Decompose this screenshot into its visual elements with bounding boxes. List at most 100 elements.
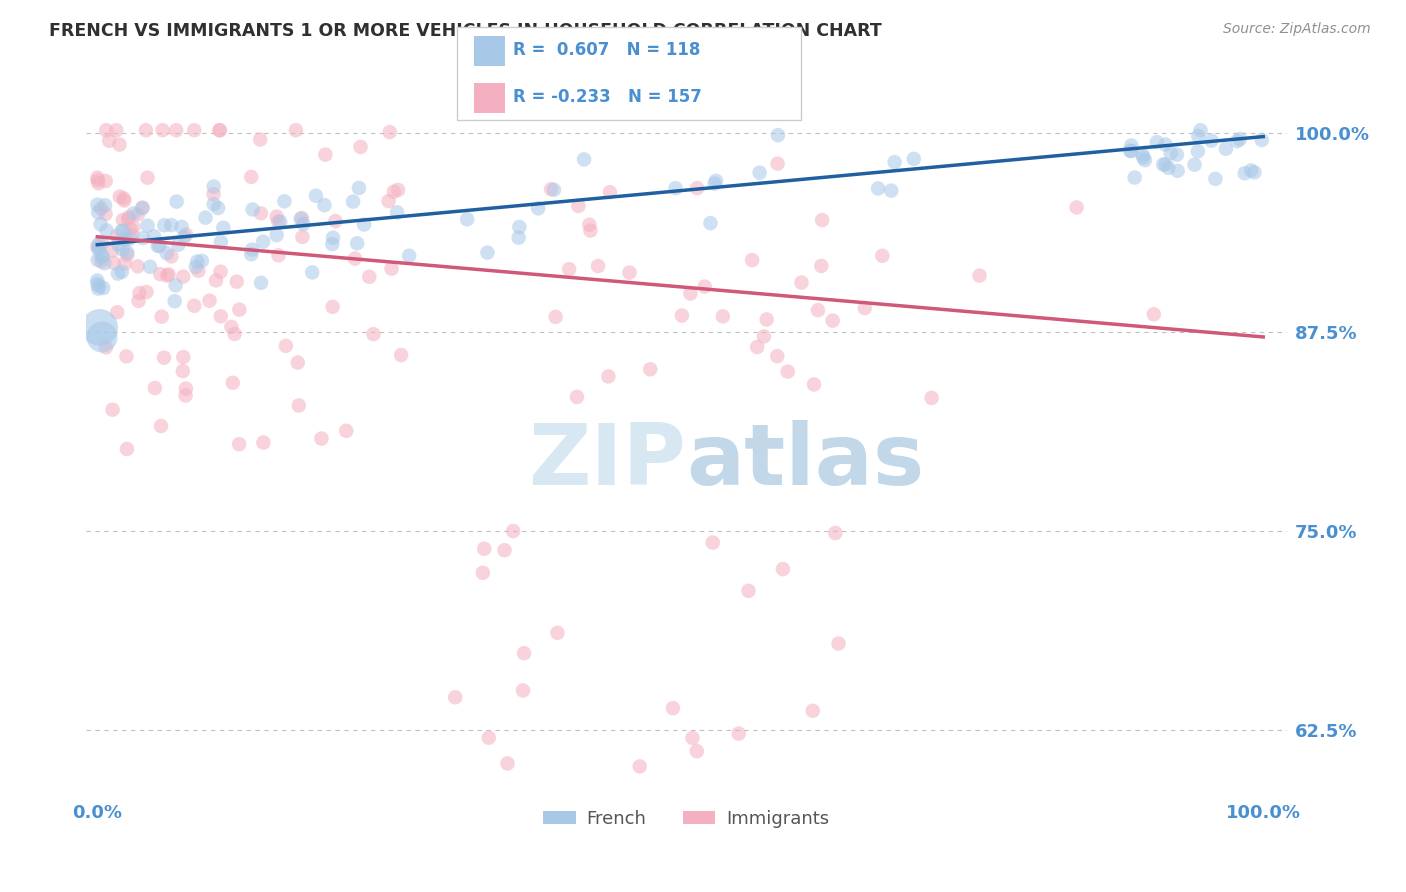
Point — [363, 327, 385, 342]
Point — [546, 625, 568, 640]
Point — [87, 176, 110, 190]
Point — [114, 233, 136, 247]
Point — [186, 254, 208, 268]
Point — [228, 302, 250, 317]
Point — [170, 219, 193, 234]
Point — [572, 153, 595, 167]
Point — [1189, 123, 1212, 137]
Point — [903, 152, 925, 166]
Point — [111, 243, 134, 257]
Point — [382, 185, 405, 199]
Point — [755, 312, 778, 326]
Point — [156, 246, 179, 260]
Point — [752, 329, 775, 343]
Point — [335, 424, 357, 438]
Point — [90, 254, 112, 268]
Point — [90, 250, 112, 264]
Point — [87, 241, 110, 255]
Point — [288, 399, 311, 413]
Point — [165, 278, 187, 293]
Point — [91, 249, 114, 263]
Point — [347, 181, 370, 195]
Point — [174, 227, 197, 242]
Point — [699, 216, 721, 230]
Point — [619, 266, 641, 280]
Point — [359, 269, 381, 284]
Point — [86, 273, 108, 287]
Point — [221, 319, 243, 334]
Point — [325, 214, 347, 228]
Point — [202, 197, 225, 211]
Point — [1146, 135, 1168, 149]
Point — [135, 285, 157, 299]
Point — [1166, 147, 1188, 161]
Point — [868, 181, 890, 195]
Point — [122, 206, 145, 220]
Point — [1229, 132, 1251, 146]
Point — [1184, 158, 1206, 172]
Point — [343, 252, 366, 266]
Point — [314, 198, 336, 212]
Point — [90, 202, 112, 216]
Point — [853, 301, 876, 315]
Point — [205, 273, 228, 287]
Point — [153, 351, 176, 365]
Point — [150, 419, 173, 434]
Point — [93, 256, 115, 270]
Point — [207, 201, 229, 215]
Point — [1226, 134, 1249, 148]
Point — [1154, 157, 1177, 171]
Point — [163, 294, 186, 309]
Point — [1132, 147, 1154, 161]
Point — [1119, 144, 1142, 158]
Point — [105, 229, 128, 244]
Point — [353, 218, 375, 232]
Point — [702, 535, 724, 549]
Point — [377, 194, 399, 208]
Point — [1240, 163, 1263, 178]
Point — [105, 123, 128, 137]
Point — [389, 348, 412, 362]
Point — [135, 123, 157, 137]
Point — [86, 170, 108, 185]
Point — [209, 235, 232, 249]
Point — [94, 198, 117, 212]
Point — [89, 243, 111, 257]
Point — [579, 223, 602, 237]
Point — [136, 170, 159, 185]
Point — [387, 183, 409, 197]
Point — [149, 239, 172, 253]
Point — [86, 173, 108, 187]
Point — [91, 330, 114, 344]
Point — [477, 245, 499, 260]
Point — [598, 369, 620, 384]
Point — [638, 362, 661, 376]
Point — [772, 562, 794, 576]
Point — [292, 217, 315, 231]
Text: Source: ZipAtlas.com: Source: ZipAtlas.com — [1223, 22, 1371, 37]
Point — [766, 128, 789, 143]
Point — [156, 268, 179, 283]
Point — [346, 236, 368, 251]
Point — [872, 249, 894, 263]
Point — [322, 300, 344, 314]
Point — [115, 350, 138, 364]
Point — [90, 217, 112, 231]
Point — [1160, 146, 1182, 161]
Point — [1250, 133, 1272, 147]
Point — [183, 299, 205, 313]
Point — [111, 213, 134, 227]
Point — [143, 229, 166, 244]
Point — [240, 247, 263, 261]
Point — [269, 215, 291, 229]
Point — [811, 213, 834, 227]
Point — [242, 202, 264, 217]
Point — [187, 264, 209, 278]
Point — [380, 261, 402, 276]
Point — [172, 364, 194, 378]
Point — [543, 183, 565, 197]
Point — [86, 277, 108, 291]
Point — [810, 259, 832, 273]
Point — [824, 526, 846, 541]
Point — [679, 286, 702, 301]
